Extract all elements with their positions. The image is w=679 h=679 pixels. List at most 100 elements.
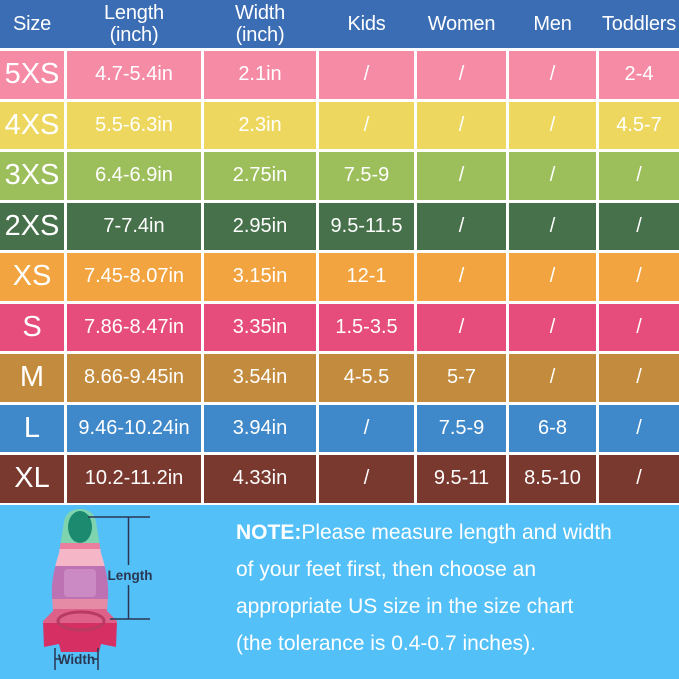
cell-men: 6-8 xyxy=(509,404,596,452)
cell-women: 5-7 xyxy=(417,354,506,402)
cell-size: L xyxy=(0,404,64,452)
header-men: Men xyxy=(509,13,596,35)
note-label: NOTE: xyxy=(236,521,302,544)
table-row: S 7.86-8.47in 3.35in 1.5-3.5 / / / xyxy=(0,303,679,351)
cell-men: / xyxy=(509,253,596,301)
cell-toddlers: / xyxy=(599,152,679,200)
cell-width: 2.75in xyxy=(204,152,316,200)
cell-width: 3.94in xyxy=(204,404,316,452)
cell-kids: / xyxy=(319,51,414,99)
table-header: Size Length (inch) Width (inch) Kids Wom… xyxy=(0,0,679,48)
fin-pocket-band xyxy=(43,599,117,609)
table-row: 5XS 4.7-5.4in 2.1in / / / 2-4 xyxy=(0,51,679,99)
cell-kids: / xyxy=(319,455,414,503)
cell-width: 3.54in xyxy=(204,354,316,402)
cell-women: / xyxy=(417,101,506,149)
table-row: 3XS 6.4-6.9in 2.75in 7.5-9 / / / xyxy=(0,152,679,200)
length-arrow xyxy=(88,516,150,620)
cell-length: 9.46-10.24in xyxy=(67,404,201,452)
note-line-3: appropriate US size in the size chart xyxy=(236,595,574,618)
cell-length: 6.4-6.9in xyxy=(67,152,201,200)
cell-women: / xyxy=(417,51,506,99)
fin-blade-upper xyxy=(43,549,117,566)
cell-toddlers: / xyxy=(599,253,679,301)
cell-kids: 9.5-11.5 xyxy=(319,202,414,250)
cell-size: 3XS xyxy=(0,152,64,200)
header-length-sub: (inch) xyxy=(109,24,159,46)
fin-tip-inner xyxy=(68,511,92,543)
header-length-label: Length xyxy=(104,2,164,24)
cell-toddlers: / xyxy=(599,455,679,503)
cell-kids: / xyxy=(319,404,414,452)
table-row: L 9.46-10.24in 3.94in / 7.5-9 6-8 / xyxy=(0,404,679,452)
table-row: XS 7.45-8.07in 3.15in 12-1 / / / xyxy=(0,253,679,301)
cell-toddlers: / xyxy=(599,303,679,351)
cell-kids: 4-5.5 xyxy=(319,354,414,402)
fin-pocket xyxy=(43,609,117,623)
header-length: Length (inch) xyxy=(67,2,201,46)
cell-length: 4.7-5.4in xyxy=(67,51,201,99)
cell-size: M xyxy=(0,354,64,402)
header-kids-label: Kids xyxy=(347,13,386,35)
cell-width: 4.33in xyxy=(204,455,316,503)
header-kids: Kids xyxy=(319,13,414,35)
cell-women: 7.5-9 xyxy=(417,404,506,452)
cell-men: / xyxy=(509,152,596,200)
note-line-1: NOTE:Please measure length and width xyxy=(236,521,612,544)
cell-width: 2.95in xyxy=(204,202,316,250)
width-label: Width xyxy=(58,652,95,667)
cell-women: / xyxy=(417,152,506,200)
cell-women: / xyxy=(417,202,506,250)
cell-size: 2XS xyxy=(0,202,64,250)
cell-length: 7-7.4in xyxy=(67,202,201,250)
header-toddlers-label: Toddlers xyxy=(602,13,676,35)
cell-size: 4XS xyxy=(0,101,64,149)
cell-toddlers: 2-4 xyxy=(599,51,679,99)
cell-width: 3.35in xyxy=(204,303,316,351)
note-line-2: of your feet first, then choose an xyxy=(236,558,537,581)
cell-men: / xyxy=(509,101,596,149)
size-chart-table: Size Length (inch) Width (inch) Kids Wom… xyxy=(0,0,679,503)
cell-toddlers: / xyxy=(599,202,679,250)
header-width-label: Width xyxy=(234,2,286,24)
cell-length: 5.5-6.3in xyxy=(67,101,201,149)
cell-toddlers: 4.5-7 xyxy=(599,101,679,149)
header-women: Women xyxy=(417,13,506,35)
width-arrow xyxy=(54,648,99,670)
note-panel: Length Width NOTE:Please measure length … xyxy=(0,505,679,679)
header-men-label: Men xyxy=(533,13,572,35)
fin-blade-mid-inner xyxy=(64,569,96,597)
cell-men: / xyxy=(509,303,596,351)
cell-men: 8.5-10 xyxy=(509,455,596,503)
cell-length: 10.2-11.2in xyxy=(67,455,201,503)
fin-measurement-diagram: Length Width xyxy=(43,509,153,670)
cell-width: 2.1in xyxy=(204,51,316,99)
cell-size: XS xyxy=(0,253,64,301)
cell-women: 9.5-11 xyxy=(417,455,506,503)
cell-width: 2.3in xyxy=(204,101,316,149)
table-row: M 8.66-9.45in 3.54in 4-5.5 5-7 / / xyxy=(0,354,679,402)
header-toddlers: Toddlers xyxy=(599,13,679,35)
cell-women: / xyxy=(417,253,506,301)
header-width: Width (inch) xyxy=(204,2,316,46)
table-body: 5XS 4.7-5.4in 2.1in / / / 2-4 4XS 5.5-6.… xyxy=(0,51,679,503)
cell-kids: / xyxy=(319,101,414,149)
header-women-label: Women xyxy=(427,13,496,35)
cell-toddlers: / xyxy=(599,354,679,402)
cell-size: 5XS xyxy=(0,51,64,99)
note-text: NOTE:Please measure length and width of … xyxy=(236,514,676,662)
table-row: 2XS 7-7.4in 2.95in 9.5-11.5 / / / xyxy=(0,202,679,250)
table-row: XL 10.2-11.2in 4.33in / 9.5-11 8.5-10 / xyxy=(0,455,679,503)
cell-width: 3.15in xyxy=(204,253,316,301)
cell-men: / xyxy=(509,51,596,99)
header-size-label: Size xyxy=(12,13,52,35)
cell-kids: 1.5-3.5 xyxy=(319,303,414,351)
cell-length: 7.45-8.07in xyxy=(67,253,201,301)
cell-kids: 7.5-9 xyxy=(319,152,414,200)
cell-size: XL xyxy=(0,455,64,503)
cell-women: / xyxy=(417,303,506,351)
cell-size: S xyxy=(0,303,64,351)
fin-pocket-opening xyxy=(56,610,106,632)
cell-men: / xyxy=(509,202,596,250)
fin-neck-band xyxy=(43,543,117,549)
